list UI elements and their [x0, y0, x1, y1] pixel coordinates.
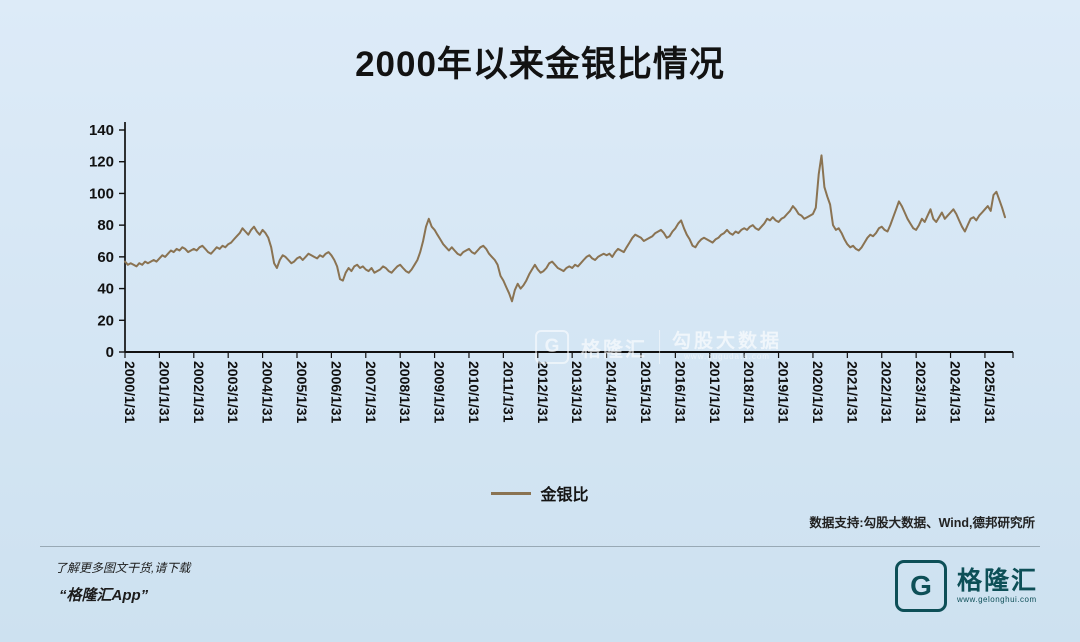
- x-tick-label: 2006/1/31: [328, 361, 344, 423]
- gelonghui-logo-text: 格隆汇: [956, 566, 1038, 595]
- x-tick-label: 2020/1/31: [810, 361, 826, 423]
- y-tick-label: 20: [97, 312, 114, 329]
- x-tick-label: 2014/1/31: [604, 361, 620, 423]
- y-tick-label: 0: [106, 344, 114, 361]
- y-tick-label: 140: [89, 122, 114, 139]
- x-tick-label: 2024/1/31: [948, 361, 964, 423]
- x-tick-label: 2007/1/31: [363, 361, 379, 423]
- x-tick-label: 2004/1/31: [260, 361, 276, 423]
- footer-app-name: “格隆汇App”: [59, 587, 149, 604]
- legend: 金银比: [0, 481, 1080, 505]
- x-tick-label: 2000/1/31: [122, 361, 138, 423]
- y-tick-label: 120: [89, 154, 114, 171]
- x-tick-label: 2023/1/31: [913, 361, 929, 423]
- x-tick-label: 2019/1/31: [776, 361, 792, 423]
- x-tick-label: 2005/1/31: [294, 361, 310, 423]
- y-tick-label: 60: [97, 249, 114, 266]
- footer-hint-text: 了解更多图文干货,请下载: [55, 561, 191, 575]
- x-tick-label: 2011/1/31: [500, 361, 516, 423]
- x-tick-label: 2022/1/31: [879, 361, 895, 423]
- x-tick-label: 2013/1/31: [569, 361, 585, 423]
- x-tick-label: 2009/1/31: [432, 361, 448, 423]
- legend-line-swatch: [491, 491, 532, 495]
- x-tick-label: 2002/1/31: [191, 361, 207, 423]
- x-tick-label: 2015/1/31: [638, 361, 654, 423]
- page-title: 2000年以来金银比情况: [355, 45, 725, 84]
- data-source-note: 数据支持:勾股大数据、Wind,德邦研究所: [809, 516, 1035, 530]
- gelonghui-logo: G 格隆汇 www.gelonghui.com: [894, 560, 1038, 612]
- x-tick-label: 2001/1/31: [156, 361, 172, 423]
- x-tick-label: 2016/1/31: [672, 361, 688, 423]
- footer-promo: 了解更多图文干货,请下载 “格隆汇App”: [55, 559, 190, 605]
- gelonghui-logo-url: www.gelonghui.com: [956, 594, 1037, 604]
- x-tick-label: 2012/1/31: [535, 361, 551, 423]
- x-tick-label: 2021/1/31: [844, 361, 860, 423]
- gold-silver-ratio-chart: 0 20 40 60 80 100 120 140 2000/1/31 2001/1/31 2002…: [40, 112, 1040, 464]
- y-tick-label: 100: [89, 185, 114, 202]
- gold-silver-ratio-line: [124, 154, 1006, 303]
- x-tick-label: 2025/1/31: [982, 361, 998, 423]
- legend-label: 金银比: [540, 487, 589, 504]
- x-tick-label: 2017/1/31: [707, 361, 723, 423]
- x-tick-label: 2008/1/31: [397, 361, 413, 423]
- gelonghui-logo-icon: G: [894, 560, 947, 612]
- x-tick-label: 2018/1/31: [741, 361, 757, 423]
- footer-divider: [40, 546, 1040, 547]
- x-tick-label: 2003/1/31: [225, 361, 241, 423]
- y-tick-label: 40: [97, 281, 114, 298]
- x-tick-label: 2010/1/31: [466, 361, 482, 423]
- y-tick-label: 80: [97, 217, 114, 234]
- chart-canvas: 0 20 40 60 80 100 120 140 2000/1/31 2001/1/31 2002…: [89, 122, 1014, 423]
